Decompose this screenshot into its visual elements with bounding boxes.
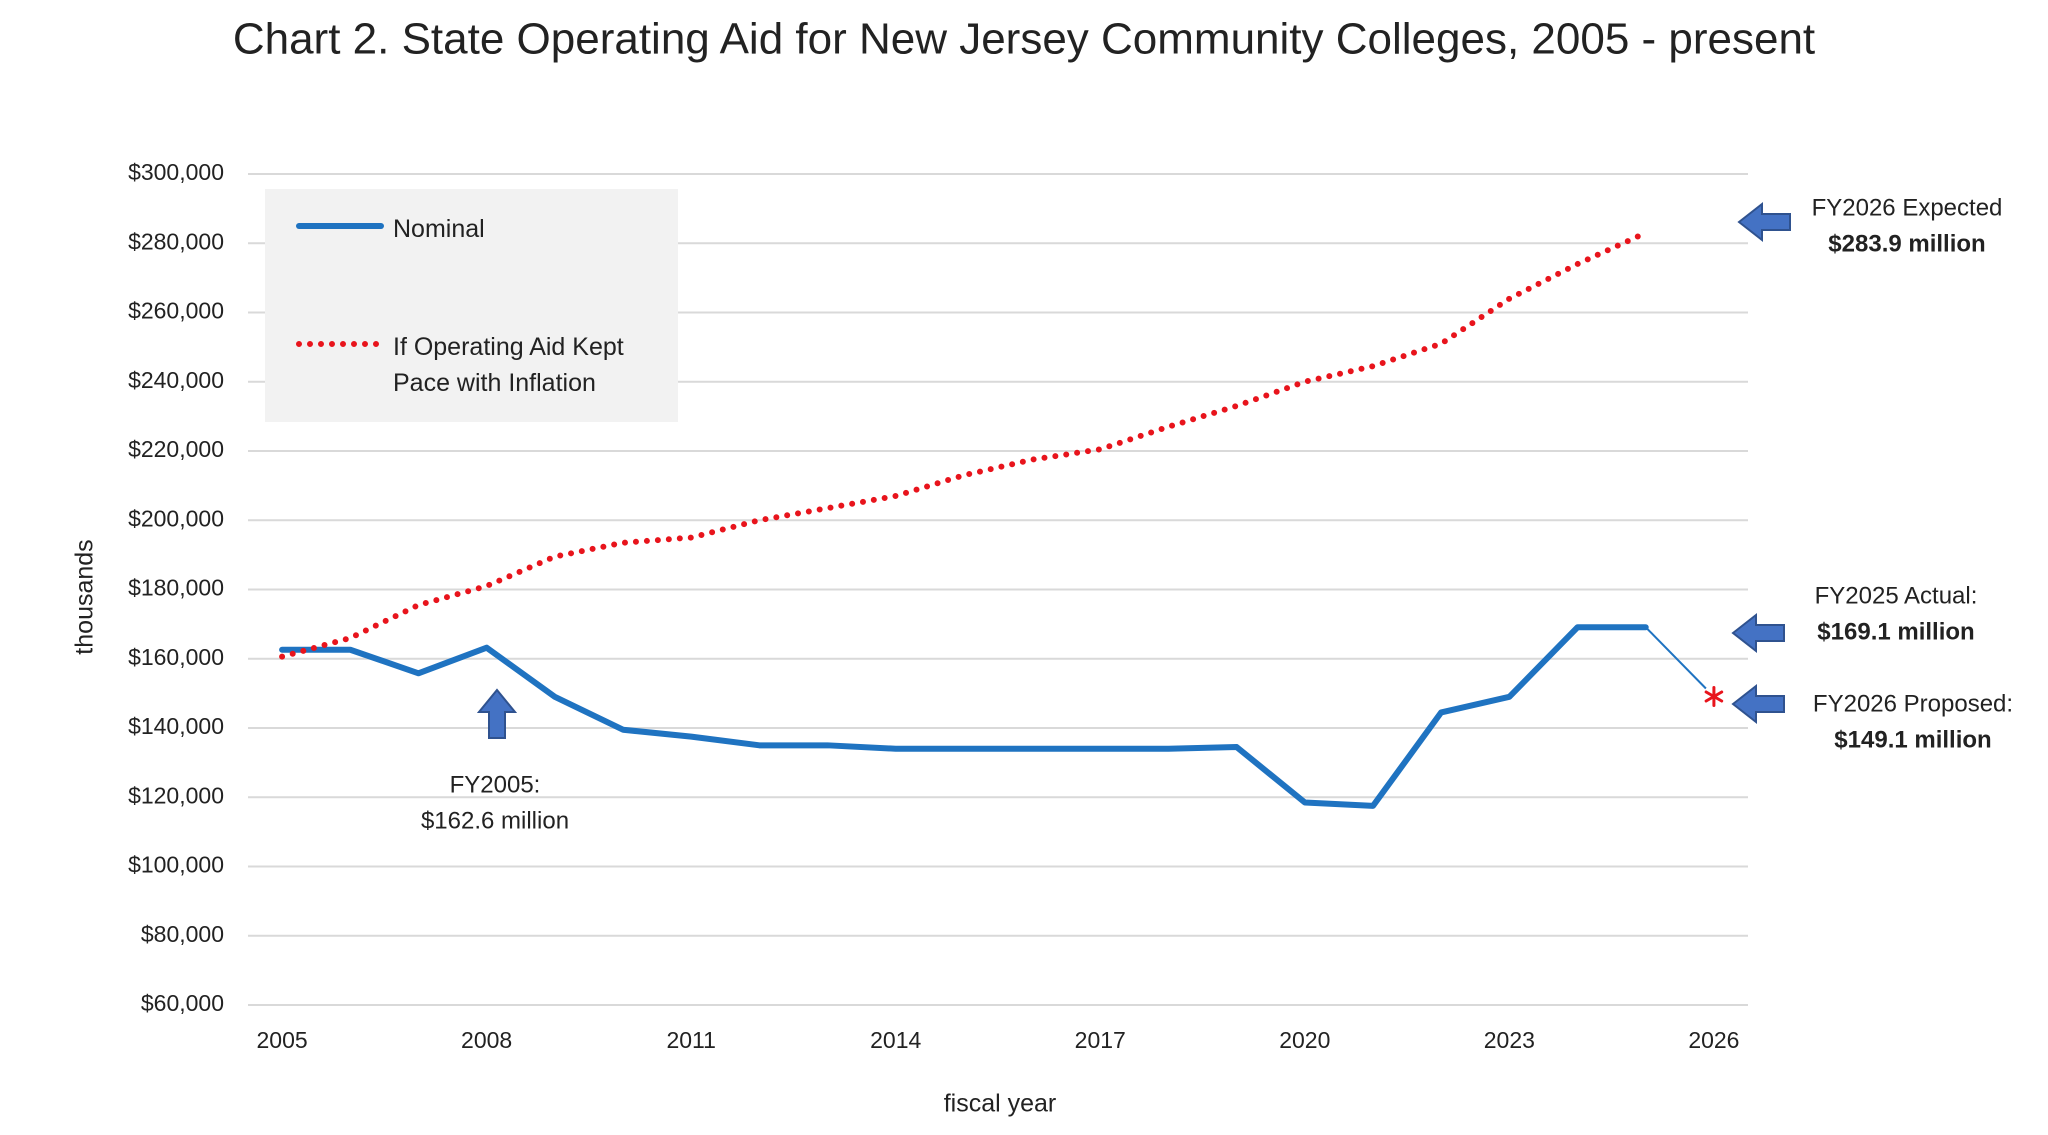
y-tick-label: $140,000 — [128, 713, 224, 739]
arrows — [476, 201, 1791, 739]
y-tick-label: $240,000 — [128, 367, 224, 393]
legend-item: If Operating Aid Kept Pace with Inflatio… — [295, 329, 653, 401]
connector-line — [1645, 626, 1707, 690]
chart-title: Chart 2. State Operating Aid for New Jer… — [233, 15, 1815, 64]
annotation: FY2005: — [450, 771, 541, 798]
annotation: $149.1 million — [1834, 726, 1991, 753]
proposed-marker — [1704, 685, 1724, 707]
legend-item: Nominal — [295, 211, 653, 247]
x-tick-label: 2005 — [257, 1027, 308, 1053]
y-tick-label: $300,000 — [128, 159, 224, 185]
legend-label: Nominal — [393, 215, 485, 243]
legend-swatch — [296, 223, 384, 229]
arrow — [1731, 612, 1785, 654]
y-tick-label: $160,000 — [128, 644, 224, 670]
grid: $60,000 $80,000 $100,000 $120,000 $140,000 $1… — [128, 159, 1748, 1053]
annotation: $283.9 million — [1828, 230, 1985, 257]
y-axis-label: thousands — [71, 539, 99, 654]
asterisk-stroke — [1704, 690, 1724, 703]
y-tick-label: $80,000 — [141, 921, 224, 947]
legend-label: If Operating Aid Kept Pace with Inflatio… — [393, 333, 624, 397]
y-tick-label: $200,000 — [128, 505, 224, 531]
y-tick-label: $120,000 — [128, 782, 224, 808]
series-line — [279, 624, 1649, 809]
series-line — [279, 229, 1649, 660]
x-tick-label: 2020 — [1279, 1027, 1330, 1053]
annotation: FY2026 Expected — [1812, 194, 2003, 221]
y-tick-label: $280,000 — [128, 228, 224, 254]
x-axis-label: fiscal year — [944, 1090, 1057, 1118]
annotations: FY2026 Expected $283.9 million FY2025 Actu… — [421, 194, 2013, 834]
annotation: $169.1 million — [1817, 618, 1974, 645]
x-tick-label: 2008 — [461, 1027, 512, 1053]
annotation: FY2025 Actual: — [1815, 582, 1978, 609]
x-tick-label: 2017 — [1075, 1027, 1126, 1053]
x-tick-label: 2011 — [666, 1027, 715, 1053]
arrow — [1737, 201, 1791, 243]
y-tick-label: $60,000 — [141, 990, 224, 1016]
series — [279, 229, 1724, 809]
legend-swatch — [296, 341, 384, 347]
annotation: FY2026 Proposed: — [1813, 690, 2013, 717]
x-tick-label: 2026 — [1688, 1027, 1739, 1053]
x-tick-label: 2014 — [870, 1027, 921, 1053]
y-tick-label: $220,000 — [128, 436, 224, 462]
legend: Nominal If Operating Aid Kept Pace with … — [265, 189, 678, 422]
annotation: $162.6 million — [421, 807, 569, 834]
y-tick-label: $260,000 — [128, 298, 224, 324]
arrow — [1731, 683, 1785, 725]
y-tick-label: $180,000 — [128, 575, 224, 601]
x-tick-label: 2023 — [1484, 1027, 1535, 1053]
arrow — [476, 688, 518, 739]
y-tick-label: $100,000 — [128, 852, 224, 878]
